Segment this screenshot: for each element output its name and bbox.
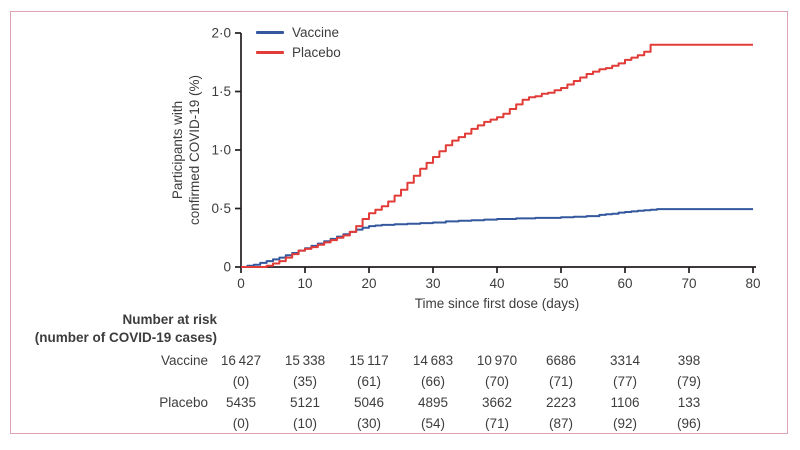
- risk-cases-placebo-day10: (10): [292, 416, 317, 431]
- risk-count-vaccine-day50: 6686: [545, 353, 577, 368]
- risk-cases-vaccine-day30: (66): [420, 374, 445, 389]
- risk-cases-vaccine-day10: (35): [292, 374, 317, 389]
- risk-cases-placebo-day30: (54): [420, 416, 445, 431]
- x-tick-label: 10: [297, 276, 312, 291]
- risk-cases-vaccine-day20: (61): [356, 374, 381, 389]
- x-tick-label: 30: [425, 276, 440, 291]
- risk-count-placebo-day70: 133: [677, 395, 701, 410]
- risk-cases-vaccine-day50: (71): [548, 374, 573, 389]
- legend-label-placebo: Placebo: [292, 45, 341, 60]
- risk-table-header-line1: Number at risk: [122, 312, 217, 327]
- risk-count-vaccine-day0: 16 427: [220, 353, 262, 368]
- risk-cases-vaccine-day70: (79): [676, 374, 701, 389]
- y-tick-label: 2·0: [211, 26, 231, 41]
- risk-count-placebo-day10: 5121: [289, 395, 321, 410]
- series-line-vaccine: [241, 208, 753, 268]
- x-tick-label: 70: [681, 276, 696, 291]
- series-line-placebo: [241, 43, 753, 268]
- risk-cases-vaccine-day60: (77): [612, 374, 637, 389]
- y-tick-label: 1·0: [211, 143, 231, 158]
- x-tick-label: 40: [489, 276, 504, 291]
- chart-legend: Vaccine Placebo: [256, 25, 341, 60]
- risk-count-vaccine-day70: 398: [677, 353, 701, 368]
- x-axis-title: Time since first dose (days): [414, 296, 580, 311]
- risk-count-placebo-day20: 5046: [353, 395, 385, 410]
- y-axis-title-line1: Participants with: [170, 100, 185, 200]
- legend-swatch-vaccine: [256, 31, 284, 34]
- risk-count-vaccine-day40: 10 970: [476, 353, 518, 368]
- risk-cases-placebo-day40: (71): [484, 416, 509, 431]
- risk-count-placebo-day60: 1106: [610, 395, 640, 410]
- y-axis-title: Participants with confirmed COVID-19 (%): [169, 75, 203, 225]
- y-axis-title-line2: confirmed COVID-19 (%): [187, 74, 202, 226]
- legend-item-vaccine: Vaccine: [256, 25, 341, 40]
- risk-cases-placebo-day0: (0): [232, 416, 250, 431]
- y-tick-label: 0: [223, 260, 231, 275]
- risk-count-vaccine-day10: 15 338: [284, 353, 326, 368]
- risk-table-header: Number at risk (number of COVID-19 cases…: [35, 311, 217, 347]
- x-tick-label: 0: [237, 276, 245, 291]
- y-tick-label: 0·5: [211, 201, 231, 216]
- risk-cases-placebo-day70: (96): [676, 416, 701, 431]
- risk-cases-placebo-day20: (30): [356, 416, 381, 431]
- legend-item-placebo: Placebo: [256, 45, 341, 60]
- figure-border: [10, 11, 788, 434]
- risk-cases-vaccine-day40: (70): [484, 374, 509, 389]
- risk-count-placebo-day0: 5435: [225, 395, 257, 410]
- risk-count-vaccine-day30: 14 683: [412, 353, 454, 368]
- risk-cases-vaccine-day0: (0): [232, 374, 250, 389]
- x-tick-label: 80: [745, 276, 760, 291]
- risk-table-header-line2: (number of COVID-19 cases): [34, 330, 217, 345]
- risk-row-label-vaccine: Vaccine: [160, 353, 208, 368]
- x-tick-label: 50: [553, 276, 568, 291]
- y-tick-label: 1·5: [211, 84, 231, 99]
- legend-swatch-placebo: [256, 51, 284, 54]
- x-tick-label: 60: [617, 276, 632, 291]
- axis-lines: [240, 33, 756, 268]
- risk-cases-placebo-day60: (92): [612, 416, 637, 431]
- x-tick-label: 20: [361, 276, 376, 291]
- risk-count-placebo-day40: 3662: [481, 395, 513, 410]
- risk-row-label-placebo: Placebo: [159, 395, 208, 410]
- risk-cases-placebo-day50: (87): [548, 416, 573, 431]
- risk-count-vaccine-day60: 3314: [609, 353, 641, 368]
- risk-count-placebo-day50: 2223: [545, 395, 577, 410]
- legend-label-vaccine: Vaccine: [292, 25, 340, 40]
- risk-count-placebo-day30: 4895: [417, 395, 449, 410]
- risk-count-vaccine-day20: 15 117: [349, 353, 389, 368]
